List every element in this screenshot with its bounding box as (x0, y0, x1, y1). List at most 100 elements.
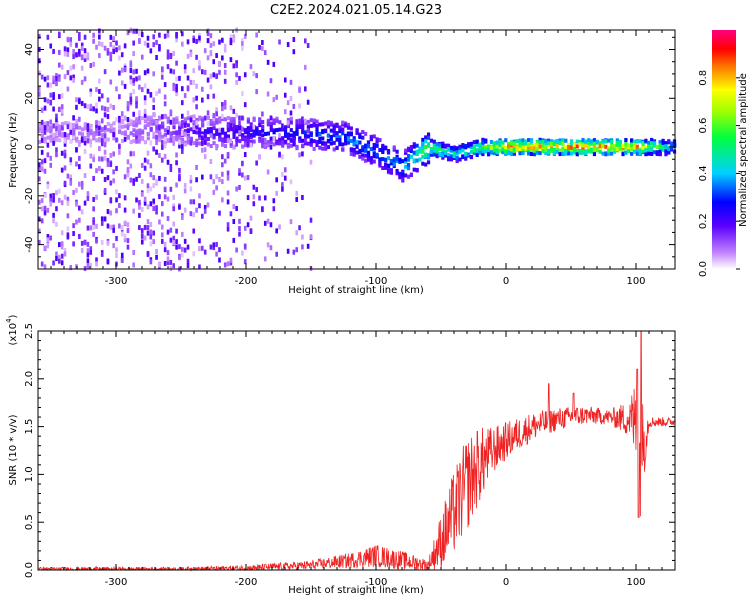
heatmap-cell (192, 251, 196, 257)
heatmap-cell (355, 144, 359, 149)
y-tick-label: 20 (24, 92, 35, 105)
heatmap-cell (169, 163, 173, 169)
heatmap-cell (195, 177, 198, 183)
heatmap-cell (509, 149, 514, 154)
heatmap-cell (186, 139, 190, 144)
heatmap-cell (132, 262, 135, 268)
heatmap-cell (83, 48, 87, 54)
heatmap-cell (169, 227, 173, 233)
heatmap-cell (266, 143, 270, 148)
heatmap-cell (295, 144, 299, 149)
heatmap-cell (72, 231, 75, 237)
heatmap-cell (92, 154, 95, 160)
heatmap-cell (309, 142, 313, 147)
heatmap-cell (132, 139, 136, 144)
heatmap-cell (109, 79, 113, 85)
heatmap-cell (98, 138, 102, 143)
heatmap-cell (115, 247, 118, 253)
heatmap-cell (160, 157, 164, 163)
heatmap-x-ticks: -300 -200 -100 0 100 (50, 30, 676, 287)
heatmap-cell (241, 41, 244, 47)
heatmap-cell (149, 140, 153, 146)
heatmap-cell (163, 94, 167, 100)
heatmap-cell (60, 133, 65, 138)
heatmap-cell (346, 136, 351, 141)
heatmap-cell (146, 35, 150, 41)
heatmap-cell (627, 149, 631, 154)
heatmap-cell (392, 147, 396, 152)
heatmap-cell (223, 69, 227, 75)
heatmap-cell (172, 221, 176, 227)
heatmap-cell (592, 138, 597, 143)
heatmap-cell (655, 151, 659, 156)
heatmap-cell (138, 120, 142, 125)
heatmap-cell (332, 140, 336, 145)
heatmap-cell (298, 119, 302, 124)
heatmap-cell (261, 40, 264, 46)
heatmap-cell (232, 125, 236, 130)
heatmap-cell (318, 137, 322, 142)
heatmap-cell (243, 102, 247, 108)
heatmap-cell (169, 259, 173, 265)
heatmap-cell (163, 101, 167, 107)
heatmap-cell (429, 150, 434, 155)
heatmap-cell (587, 141, 591, 146)
heatmap-cell (155, 149, 158, 155)
heatmap-cell (46, 128, 50, 133)
heatmap-cell (115, 40, 118, 46)
heatmap-cell (215, 120, 219, 125)
heatmap-cell (318, 145, 322, 150)
heatmap-cell (592, 152, 597, 157)
heatmap-cell (266, 140, 270, 145)
heatmap-cell (112, 227, 115, 233)
heatmap-cell (235, 72, 238, 78)
heatmap-cell (661, 138, 665, 143)
heatmap-cell (83, 240, 87, 246)
heatmap-cell (103, 69, 107, 75)
heatmap-cell (524, 145, 528, 150)
heatmap-cell (249, 122, 253, 127)
heatmap-cell (338, 135, 342, 140)
heatmap-cell (261, 124, 265, 129)
heatmap-cell (135, 197, 138, 203)
heatmap-cell (66, 70, 70, 76)
heatmap-cell (112, 128, 116, 133)
heatmap-cell (358, 154, 362, 159)
heatmap-cell (129, 151, 133, 157)
heatmap-cell (95, 257, 98, 263)
heatmap-cell (612, 144, 617, 149)
heatmap-cell (324, 128, 328, 133)
heatmap-cell (632, 145, 637, 150)
heatmap-cell (46, 135, 50, 140)
heatmap-cell (527, 151, 531, 156)
heatmap-cell (55, 137, 59, 142)
heatmap-cell (126, 30, 130, 36)
heatmap-cell (92, 132, 96, 137)
heatmap-cell (149, 92, 153, 98)
heatmap-cell (52, 106, 55, 112)
heatmap-cell (201, 97, 204, 103)
heatmap-cell (324, 146, 328, 151)
heatmap-cell (158, 125, 161, 131)
heatmap-cell (461, 143, 465, 148)
heatmap-cell (152, 146, 155, 152)
heatmap-cell (40, 149, 44, 155)
heatmap-cell (509, 141, 514, 146)
heatmap-cell (72, 134, 75, 140)
heatmap-cell (103, 187, 107, 193)
heatmap-cell (218, 177, 221, 183)
heatmap-cell (178, 75, 181, 81)
heatmap-cell (52, 260, 55, 266)
heatmap-cell (575, 139, 579, 144)
heatmap-cell (58, 124, 62, 129)
heatmap-cell (461, 145, 465, 150)
heatmap-cell (206, 142, 210, 147)
heatmap-x-label: Height of straight line (km) (288, 285, 424, 296)
heatmap-cell (452, 151, 456, 156)
heatmap-cell (138, 173, 141, 179)
heatmap-cell (275, 116, 279, 121)
heatmap-cell (529, 146, 534, 151)
heatmap-cell (206, 77, 210, 83)
heatmap-cell (269, 78, 273, 84)
